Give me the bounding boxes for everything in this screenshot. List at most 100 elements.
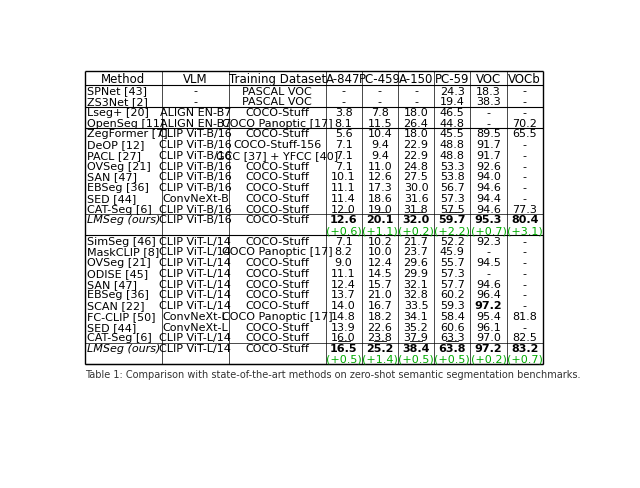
Text: 11.1: 11.1 [332,183,356,193]
Text: 45.5: 45.5 [440,129,465,139]
Text: COCO-Stuff: COCO-Stuff [245,204,309,214]
Text: 55.7: 55.7 [440,258,465,268]
Text: OpenSeg [11]: OpenSeg [11] [87,119,164,128]
Text: 91.7: 91.7 [476,140,501,150]
Text: 14.5: 14.5 [367,268,392,278]
Text: 5.6: 5.6 [335,129,353,139]
Text: 34.1: 34.1 [404,311,428,321]
Text: 57.5: 57.5 [440,204,465,214]
Text: (+0.5): (+0.5) [326,354,362,364]
Text: PASCAL VOC: PASCAL VOC [243,86,312,96]
Text: ZegFormer [7]: ZegFormer [7] [87,129,168,139]
Text: ConvNeXt-L: ConvNeXt-L [163,322,228,332]
Text: 58.4: 58.4 [440,311,465,321]
Text: 7.8: 7.8 [371,108,388,118]
Text: 57.3: 57.3 [440,193,465,203]
Text: COCO-Stuff: COCO-Stuff [245,290,309,300]
Text: -: - [414,86,418,96]
Text: COCO Panoptic [17]: COCO Panoptic [17] [222,311,332,321]
Text: 18.6: 18.6 [367,193,392,203]
Text: LMSeg (ours): LMSeg (ours) [87,215,160,225]
Text: A-150: A-150 [399,72,433,85]
Text: 59.7: 59.7 [438,215,466,225]
Text: ZS3Net [2]: ZS3Net [2] [87,97,148,107]
Text: 94.6: 94.6 [476,204,501,214]
Text: 48.8: 48.8 [440,151,465,161]
Text: SimSeg [46]: SimSeg [46] [87,236,156,246]
Text: CLIP ViT-B/16: CLIP ViT-B/16 [159,162,232,171]
Text: 7.1: 7.1 [335,140,353,150]
Text: VOCb: VOCb [508,72,541,85]
Text: EBSeg [36]: EBSeg [36] [87,290,149,300]
Text: SED [44]: SED [44] [87,193,136,203]
Text: ODISE [45]: ODISE [45] [87,268,148,278]
Text: 31.6: 31.6 [404,193,428,203]
Text: (+2.2): (+2.2) [435,225,470,236]
Text: CLIP ViT-L/14: CLIP ViT-L/14 [159,279,231,289]
Text: 9.0: 9.0 [335,258,353,268]
Text: 94.4: 94.4 [476,193,501,203]
Text: 33.5: 33.5 [404,301,428,310]
Text: 60.6: 60.6 [440,322,465,332]
Text: CLIP ViT-L/14: CLIP ViT-L/14 [159,236,231,246]
Text: 31.8: 31.8 [404,204,428,214]
Text: LMSeg (ours): LMSeg (ours) [87,344,160,353]
Text: -: - [486,108,490,118]
Text: 8.2: 8.2 [335,247,353,257]
Text: A-847: A-847 [326,72,361,85]
Text: 44.8: 44.8 [440,119,465,128]
Text: (+1.1): (+1.1) [362,225,397,236]
Text: -: - [193,86,197,96]
Text: 17.3: 17.3 [367,183,392,193]
Text: 22.9: 22.9 [404,151,429,161]
Text: -: - [523,162,527,171]
Text: 95.3: 95.3 [475,215,502,225]
Text: 38.4: 38.4 [403,344,430,353]
Text: 10.2: 10.2 [367,236,392,246]
Text: CLIP ViT-L/14: CLIP ViT-L/14 [159,268,231,278]
Text: 96.4: 96.4 [476,290,501,300]
Text: 8.1: 8.1 [335,119,353,128]
Text: CLIP ViT-L/14: CLIP ViT-L/14 [159,247,231,257]
Text: PASCAL VOC: PASCAL VOC [243,97,312,107]
Text: (+0.6): (+0.6) [326,225,362,236]
Text: CLIP ViT-L/14: CLIP ViT-L/14 [159,333,231,343]
Text: CLIP ViT-B/16: CLIP ViT-B/16 [159,183,232,193]
Text: -: - [378,86,382,96]
Text: 45.9: 45.9 [440,247,465,257]
Text: COCO-Stuff: COCO-Stuff [245,333,309,343]
Text: 96.1: 96.1 [476,322,501,332]
Text: 10.4: 10.4 [367,129,392,139]
Text: -: - [523,172,527,182]
Text: (+0.7): (+0.7) [470,225,506,236]
Text: COCO-Stuff: COCO-Stuff [245,344,309,353]
Text: Method: Method [101,72,145,85]
Text: 11.4: 11.4 [332,193,356,203]
Text: ConvNeXt-B: ConvNeXt-B [162,193,228,203]
Text: 59.3: 59.3 [440,301,465,310]
Text: VOC: VOC [476,72,501,85]
Text: FC-CLIP [50]: FC-CLIP [50] [87,311,156,321]
Text: 26.4: 26.4 [404,119,428,128]
Text: 3.8: 3.8 [335,108,353,118]
Text: COCO-Stuff: COCO-Stuff [245,108,309,118]
Text: 21.7: 21.7 [404,236,428,246]
Text: CLIP ViT-L/14: CLIP ViT-L/14 [159,290,231,300]
Text: 18.3: 18.3 [476,86,501,96]
Text: 18.0: 18.0 [404,108,428,118]
Text: -: - [414,97,418,107]
Text: -: - [523,86,527,96]
Text: 12.6: 12.6 [330,215,357,225]
Text: COCO-Stuff: COCO-Stuff [245,236,309,246]
Text: 48.8: 48.8 [440,140,465,150]
Text: -: - [523,290,527,300]
Text: 12.4: 12.4 [367,258,392,268]
Text: -: - [342,86,346,96]
Text: (+3.1): (+3.1) [507,225,543,236]
Text: (+0.5): (+0.5) [398,354,434,364]
Text: DeOP [12]: DeOP [12] [87,140,144,150]
Text: 25.2: 25.2 [366,344,394,353]
Text: CAT-Seg [6]: CAT-Seg [6] [87,333,152,343]
Text: 94.6: 94.6 [476,279,501,289]
Text: 97.2: 97.2 [475,301,502,310]
